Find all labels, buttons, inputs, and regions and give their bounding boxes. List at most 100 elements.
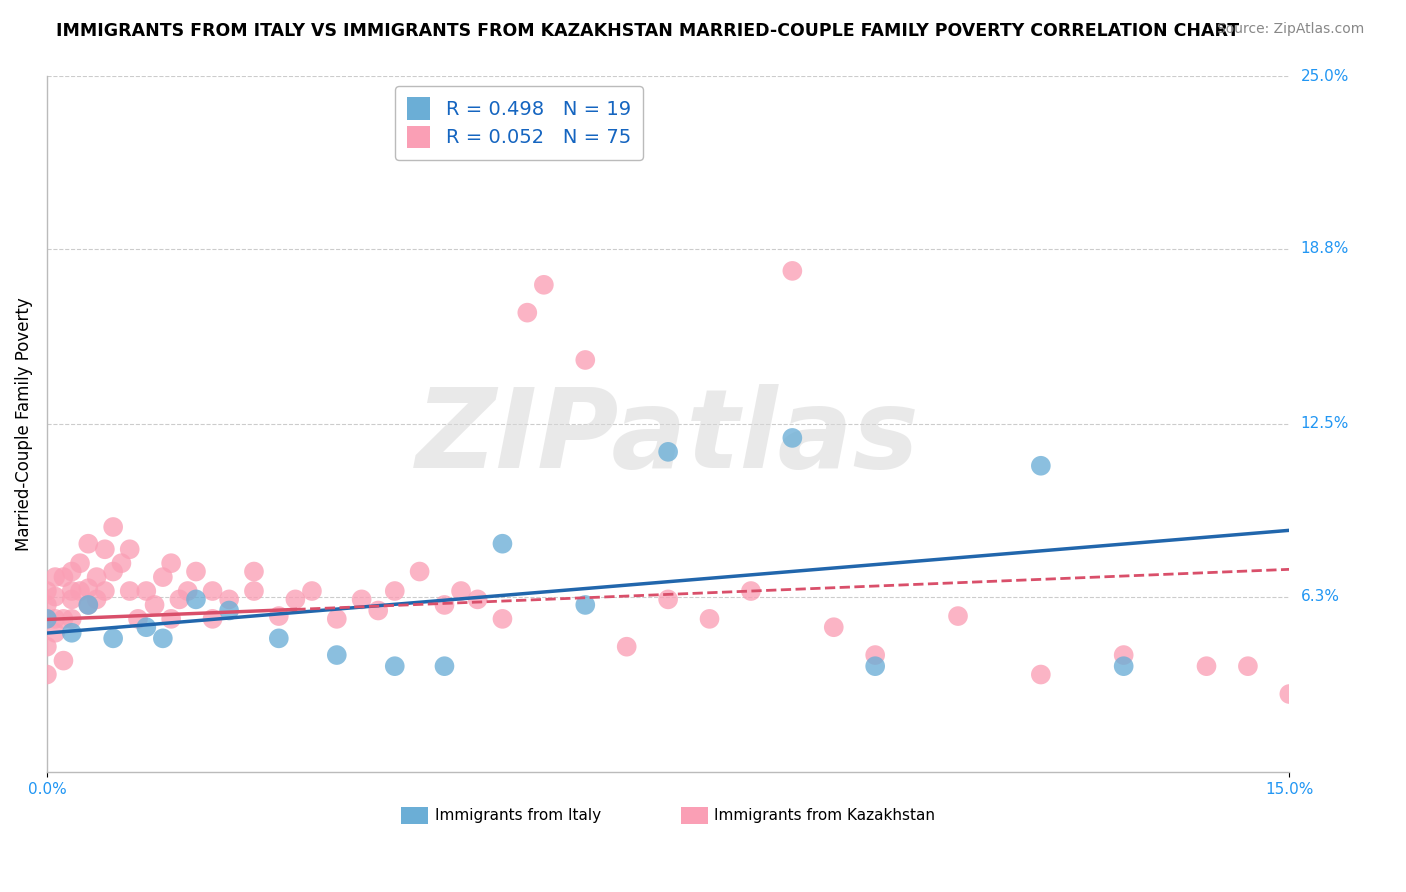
Point [574,353,596,368]
Point [1029,458,1052,473]
Point [863,659,886,673]
Point [533,277,555,292]
Point [863,648,886,662]
Point [946,609,969,624]
Point [35,612,58,626]
Point [201,612,224,626]
Point [101,520,124,534]
Text: 25.0%: 25.0% [1301,69,1348,84]
Point [243,565,266,579]
Point [491,612,513,626]
Point [326,648,349,662]
Point [160,556,183,570]
Point [160,612,183,626]
Point [218,603,240,617]
Point [44,570,66,584]
Point [77,581,100,595]
Point [433,598,456,612]
Point [516,305,538,319]
Point [450,584,472,599]
Point [118,584,141,599]
Text: Immigrants from Italy: Immigrants from Italy [434,807,600,822]
Point [52,570,75,584]
Point [127,612,149,626]
Point [44,612,66,626]
Point [657,592,679,607]
Point [1237,659,1260,673]
Point [35,584,58,599]
Point [267,609,290,624]
Text: IMMIGRANTS FROM ITALY VS IMMIGRANTS FROM KAZAKHSTAN MARRIED-COUPLE FAMILY POVERT: IMMIGRANTS FROM ITALY VS IMMIGRANTS FROM… [56,22,1239,40]
Point [69,584,91,599]
Point [184,592,207,607]
Point [110,556,132,570]
Point [384,659,406,673]
Point [1319,659,1341,673]
Point [823,620,845,634]
Point [218,592,240,607]
Point [467,592,489,607]
Text: 6.3%: 6.3% [1301,589,1340,604]
Point [201,584,224,599]
Point [60,592,83,607]
Point [101,632,124,646]
Point [267,632,290,646]
Point [86,570,108,584]
Point [44,625,66,640]
Point [135,584,157,599]
Point [60,625,83,640]
Bar [401,806,429,824]
Point [169,592,191,607]
Point [35,598,58,612]
Point [1361,687,1384,701]
Point [94,584,117,599]
Point [433,659,456,673]
Point [574,598,596,612]
Text: 12.5%: 12.5% [1301,417,1348,432]
Point [782,264,804,278]
Point [384,584,406,599]
Point [301,584,323,599]
Point [1029,667,1052,681]
Point [60,612,83,626]
Point [284,592,307,607]
Point [657,445,679,459]
Point [60,565,83,579]
Point [52,612,75,626]
Point [60,584,83,599]
Point [408,565,430,579]
Text: 18.8%: 18.8% [1301,241,1348,256]
Text: ZIPatlas: ZIPatlas [416,384,920,491]
Point [143,598,166,612]
Point [77,598,100,612]
Point [77,537,100,551]
Point [176,584,198,599]
Text: Source: ZipAtlas.com: Source: ZipAtlas.com [1216,22,1364,37]
Legend: R = 0.498   N = 19, R = 0.052   N = 75: R = 0.498 N = 19, R = 0.052 N = 75 [395,86,643,160]
Point [367,603,389,617]
Point [184,565,207,579]
Text: Immigrants from Kazakhstan: Immigrants from Kazakhstan [714,807,935,822]
Point [94,542,117,557]
Point [152,570,174,584]
Point [135,620,157,634]
Point [699,612,721,626]
Point [491,537,513,551]
Point [35,667,58,681]
Point [1112,648,1135,662]
Point [616,640,638,654]
Point [77,598,100,612]
Point [1195,659,1218,673]
Point [86,592,108,607]
Point [350,592,373,607]
Point [1112,659,1135,673]
Point [1402,695,1406,709]
Point [740,584,762,599]
Point [52,654,75,668]
Point [35,612,58,626]
Point [326,612,349,626]
Point [1278,687,1301,701]
Y-axis label: Married-Couple Family Poverty: Married-Couple Family Poverty [15,297,32,551]
Point [243,584,266,599]
Point [101,565,124,579]
